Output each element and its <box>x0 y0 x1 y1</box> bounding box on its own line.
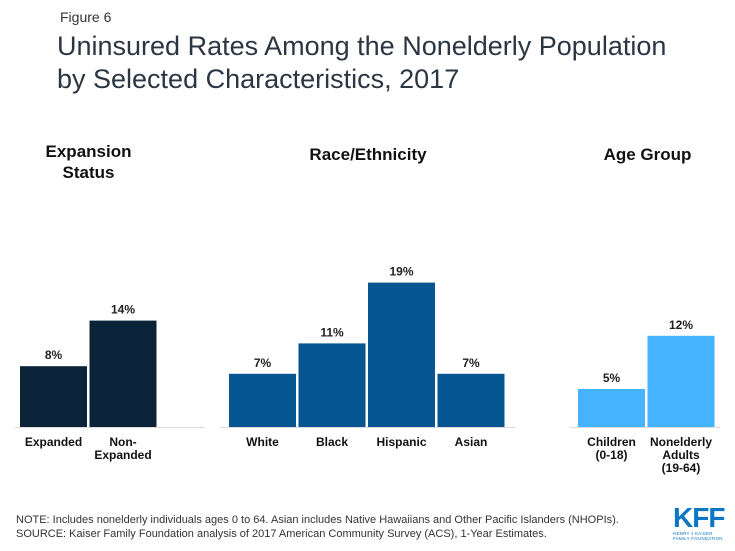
data-label: 19% <box>389 265 413 279</box>
category-label: Expanded <box>94 448 151 462</box>
category-label: Adults <box>662 448 700 462</box>
data-label: 7% <box>254 356 272 370</box>
category-label: Nonelderly <box>650 435 712 449</box>
category-label: Non- <box>109 435 136 449</box>
group-title-age-group: Age Group <box>560 144 735 165</box>
data-label: 12% <box>669 318 693 332</box>
figure-label: Figure 6 <box>60 9 112 25</box>
group-title-line: Expansion <box>45 142 132 161</box>
category-label: Expanded <box>25 435 82 449</box>
category-label: Children <box>587 435 636 449</box>
kff-logo-subtitle-line2: FAMILY FOUNDATION <box>673 536 723 541</box>
kff-logo-subtitle-line1: HENRY J KAISER <box>673 531 713 536</box>
group-title-race-ethnicity: Race/Ethnicity <box>229 144 507 165</box>
bar-expanded <box>20 366 87 427</box>
data-label: 8% <box>45 348 63 362</box>
bar-black <box>298 343 366 427</box>
kff-logo: KFF HENRY J KAISER FAMILY FOUNDATION <box>673 502 727 542</box>
data-label: 5% <box>603 371 621 385</box>
footer-notes: NOTE: Includes nonelderly individuals ag… <box>16 513 619 541</box>
category-label: Black <box>316 435 348 449</box>
category-label: Asian <box>455 435 488 449</box>
group-title-expansion-status: Expansion Status <box>20 141 157 183</box>
category-label: (19-64) <box>662 461 701 475</box>
kff-logo-mark: KFF <box>673 502 725 533</box>
category-label: (0-18) <box>595 448 627 462</box>
chart-title-line2: by Selected Characteristics, 2017 <box>57 64 460 94</box>
data-label: 14% <box>111 303 135 317</box>
bar-hispanic <box>368 282 435 427</box>
group-title-line: Age Group <box>603 145 692 164</box>
category-label: Hispanic <box>376 435 426 449</box>
bar-white <box>229 373 296 427</box>
data-label: 11% <box>320 325 344 339</box>
footer-note: NOTE: Includes nonelderly individuals ag… <box>16 514 619 526</box>
group-title-line: Status <box>62 163 115 182</box>
bar-nonelderly-adults-19-64 <box>647 335 715 427</box>
group-title-line: Race/Ethnicity <box>309 145 427 164</box>
category-label: White <box>246 435 279 449</box>
bar-non-expanded <box>89 320 157 427</box>
data-label: 7% <box>462 356 480 370</box>
bar-chart: 8%Expanded14%Non-Expanded7%White11%Black… <box>15 265 720 475</box>
chart-title: Uninsured Rates Among the Nonelderly Pop… <box>57 30 727 96</box>
footer-source: SOURCE: Kaiser Family Foundation analysi… <box>16 528 547 540</box>
bar-asian <box>437 373 505 427</box>
chart-title-line1: Uninsured Rates Among the Nonelderly Pop… <box>57 31 667 61</box>
bar-children-0-18 <box>578 389 645 427</box>
